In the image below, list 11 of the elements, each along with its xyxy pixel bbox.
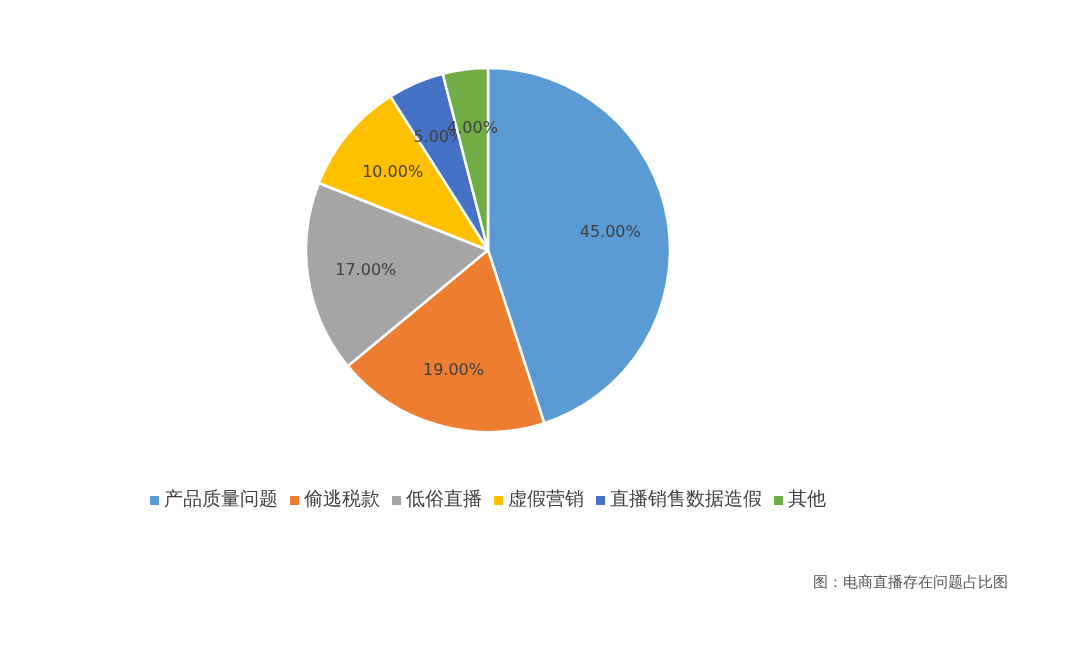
legend-label: 虚假营销 [508, 487, 584, 509]
data-label: 45.00% [579, 221, 641, 241]
legend-label: 低俗直播 [406, 487, 482, 509]
text: 图：电商直播存在问题占比图 [813, 573, 1008, 591]
data-label: 10.00% [362, 162, 424, 182]
legend-label: 偷逃税款 [304, 487, 380, 509]
legend-label: 直播销售数据造假 [610, 487, 762, 509]
data-label: 17.00% [335, 260, 397, 280]
data-label: 19.00% [422, 359, 484, 379]
legend-label: 其他 [788, 487, 826, 509]
legend-label: 产品质量问题 [164, 487, 278, 509]
